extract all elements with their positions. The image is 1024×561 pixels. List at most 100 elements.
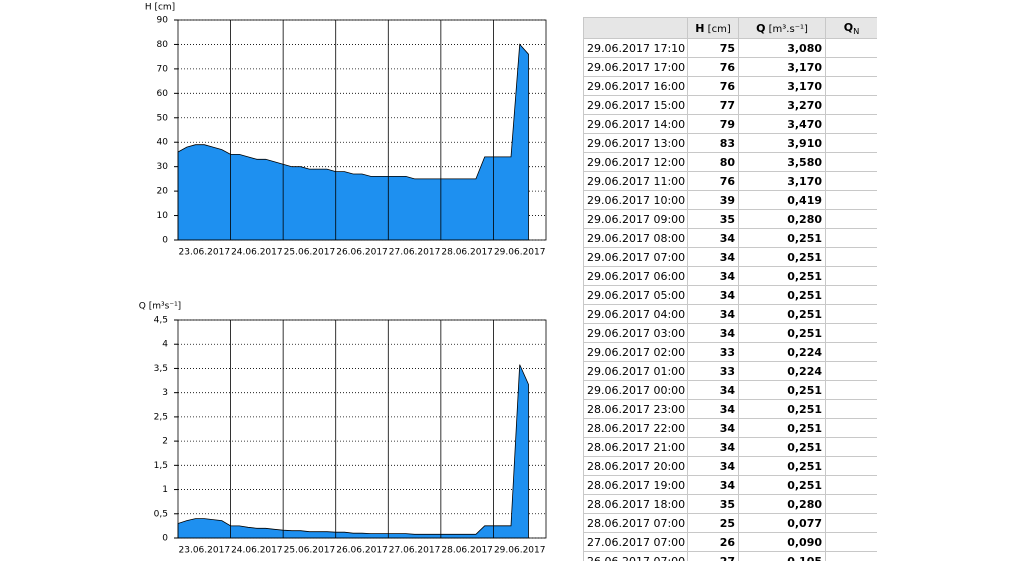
value-cell: 0,077 bbox=[738, 513, 826, 533]
header-cell bbox=[583, 17, 688, 39]
value-cell: 76 bbox=[687, 57, 739, 77]
value-cell: 3,910 bbox=[738, 133, 826, 153]
value-cell: 3,170 bbox=[738, 171, 826, 191]
x-tick-label: 29.06.2017 bbox=[494, 248, 546, 258]
date-cell: 26.06.2017 07:00 bbox=[583, 551, 688, 561]
table-row: 28.06.2017 23:00 34 0,251 bbox=[583, 399, 877, 419]
value-cell: 0,251 bbox=[738, 323, 826, 343]
date-cell: 28.06.2017 18:00 bbox=[583, 494, 688, 514]
date-cell: 29.06.2017 10:00 bbox=[583, 190, 688, 210]
y-tick-label: 60 bbox=[157, 89, 169, 99]
table-row: 29.06.2017 03:00 34 0,251 bbox=[583, 323, 877, 343]
date-cell: 29.06.2017 09:00 bbox=[583, 209, 688, 229]
value-cell: 35 bbox=[687, 494, 739, 514]
value-cell: 0,251 bbox=[738, 228, 826, 248]
value-cell: 3,170 bbox=[738, 76, 826, 96]
value-cell: 0,105 bbox=[738, 551, 826, 561]
value-cell: 34 bbox=[687, 475, 739, 495]
date-cell: 28.06.2017 20:00 bbox=[583, 456, 688, 476]
date-cell: 29.06.2017 14:00 bbox=[583, 114, 688, 134]
y-tick-label: 40 bbox=[157, 138, 169, 148]
y-tick-label: 2 bbox=[162, 437, 168, 447]
table-row: 27.06.2017 07:00 26 0,090 bbox=[583, 532, 877, 552]
value-cell: 3,080 bbox=[738, 38, 826, 58]
value-cell: 75 bbox=[687, 38, 739, 58]
date-cell: 28.06.2017 19:00 bbox=[583, 475, 688, 495]
date-cell: 29.06.2017 01:00 bbox=[583, 361, 688, 381]
value-cell: 34 bbox=[687, 437, 739, 457]
empty-cell bbox=[825, 152, 877, 172]
y-tick-label: 0 bbox=[162, 534, 168, 544]
y-tick-label: 20 bbox=[157, 187, 169, 197]
table-row: 29.06.2017 09:00 35 0,280 bbox=[583, 209, 877, 229]
table-row: 29.06.2017 10:00 39 0,419 bbox=[583, 190, 877, 210]
table-row: 28.06.2017 07:00 25 0,077 bbox=[583, 513, 877, 533]
date-cell: 27.06.2017 07:00 bbox=[583, 532, 688, 552]
date-cell: 29.06.2017 06:00 bbox=[583, 266, 688, 286]
date-cell: 28.06.2017 07:00 bbox=[583, 513, 688, 533]
date-cell: 29.06.2017 05:00 bbox=[583, 285, 688, 305]
header-symbol: Q bbox=[756, 21, 766, 35]
date-cell: 29.06.2017 12:00 bbox=[583, 152, 688, 172]
value-cell: 34 bbox=[687, 418, 739, 438]
date-cell: 29.06.2017 15:00 bbox=[583, 95, 688, 115]
value-cell: 27 bbox=[687, 551, 739, 561]
empty-cell bbox=[825, 76, 877, 96]
value-cell: 0,251 bbox=[738, 304, 826, 324]
empty-cell bbox=[825, 304, 877, 324]
value-cell: 33 bbox=[687, 342, 739, 362]
table-row: 29.06.2017 11:00 76 3,170 bbox=[583, 171, 877, 191]
area bbox=[177, 364, 529, 539]
header-symbol: Q bbox=[843, 20, 854, 34]
empty-cell bbox=[825, 57, 877, 77]
header-cell: Q [m³.s⁻¹] bbox=[738, 17, 826, 39]
header-unit: [m³.s⁻¹] bbox=[768, 23, 808, 35]
value-cell: 0,251 bbox=[738, 456, 826, 476]
y-tick-label: 1,5 bbox=[154, 461, 168, 471]
value-cell: 0,280 bbox=[738, 209, 826, 229]
value-cell: 0,251 bbox=[738, 266, 826, 286]
header-row: H [cm] Q [m³.s⁻¹] QN bbox=[583, 17, 877, 39]
y-tick-label: 4 bbox=[162, 340, 168, 350]
empty-cell bbox=[825, 551, 877, 561]
table-row: 29.06.2017 17:10 75 3,080 bbox=[583, 38, 877, 58]
table-row: 29.06.2017 15:00 77 3,270 bbox=[583, 95, 877, 115]
value-cell: 0,224 bbox=[738, 342, 826, 362]
empty-cell bbox=[825, 399, 877, 419]
value-cell: 76 bbox=[687, 171, 739, 191]
empty-cell bbox=[825, 171, 877, 191]
value-cell: 3,580 bbox=[738, 152, 826, 172]
value-cell: 0,251 bbox=[738, 285, 826, 305]
value-cell: 0,251 bbox=[738, 399, 826, 419]
table-row: 29.06.2017 06:00 34 0,251 bbox=[583, 266, 877, 286]
header-cell: H [cm] bbox=[687, 17, 739, 39]
table: H [cm] Q [m³.s⁻¹] QN 29.06.2017 17:10 75 3… bbox=[583, 17, 877, 561]
value-cell: 34 bbox=[687, 399, 739, 419]
table-row: 29.06.2017 05:00 34 0,251 bbox=[583, 285, 877, 305]
value-cell: 3,270 bbox=[738, 95, 826, 115]
table-row: 29.06.2017 01:00 33 0,224 bbox=[583, 361, 877, 381]
table-row: 29.06.2017 14:00 79 3,470 bbox=[583, 114, 877, 134]
value-cell: 80 bbox=[687, 152, 739, 172]
table-row: 28.06.2017 18:00 35 0,280 bbox=[583, 494, 877, 514]
empty-cell bbox=[825, 266, 877, 286]
empty-cell bbox=[825, 532, 877, 552]
table-row: 28.06.2017 21:00 34 0,251 bbox=[583, 437, 877, 457]
y-axis-label: Q [m³s⁻¹] bbox=[139, 302, 181, 312]
header-cell: QN bbox=[825, 17, 877, 39]
empty-cell bbox=[825, 228, 877, 248]
value-cell: 35 bbox=[687, 209, 739, 229]
value-cell: 34 bbox=[687, 266, 739, 286]
table-row: 28.06.2017 22:00 34 0,251 bbox=[583, 418, 877, 438]
value-cell: 34 bbox=[687, 323, 739, 343]
y-tick-label: 3 bbox=[162, 388, 168, 398]
empty-cell bbox=[825, 418, 877, 438]
table-row: 29.06.2017 08:00 34 0,251 bbox=[583, 228, 877, 248]
y-axis-label: H [cm] bbox=[145, 3, 175, 13]
value-cell: 26 bbox=[687, 532, 739, 552]
date-cell: 28.06.2017 22:00 bbox=[583, 418, 688, 438]
value-cell: 3,170 bbox=[738, 57, 826, 77]
plot-frame bbox=[177, 19, 547, 241]
value-cell: 0,251 bbox=[738, 380, 826, 400]
date-cell: 29.06.2017 02:00 bbox=[583, 342, 688, 362]
